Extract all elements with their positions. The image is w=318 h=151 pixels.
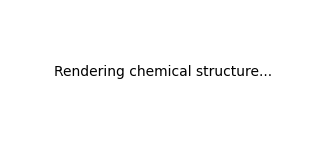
Text: Rendering chemical structure...: Rendering chemical structure... — [54, 65, 272, 79]
